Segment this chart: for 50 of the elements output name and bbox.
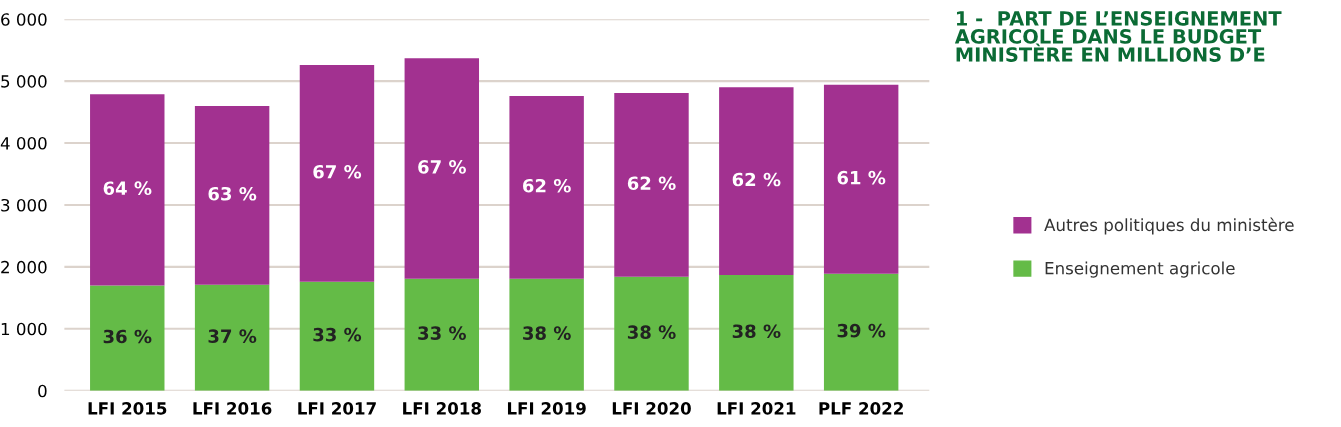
annotation: 62 % bbox=[732, 172, 781, 187]
x-tick-label: LFI 2017 bbox=[298, 402, 376, 415]
bar bbox=[509, 95, 584, 279]
bar bbox=[90, 94, 165, 286]
bar bbox=[299, 65, 375, 282]
bar bbox=[823, 273, 899, 391]
annotation: 38 % bbox=[627, 325, 676, 339]
annotation: 64 % bbox=[103, 181, 152, 196]
y-tick-label: 1 000 bbox=[1, 322, 47, 336]
bar bbox=[614, 92, 689, 277]
bar bbox=[90, 285, 165, 391]
annotation: 38 % bbox=[523, 326, 571, 340]
x-tick-label: LFI 2018 bbox=[403, 402, 481, 415]
bar bbox=[404, 278, 480, 391]
x-tick-label: LFI 2019 bbox=[507, 402, 586, 415]
bar bbox=[614, 276, 689, 391]
bar bbox=[404, 58, 480, 279]
annotation: 38 % bbox=[732, 324, 781, 339]
bar bbox=[194, 284, 270, 391]
x-tick-label: LFI 2015 bbox=[88, 402, 167, 415]
legend-label: Autres politiques du ministère bbox=[1044, 217, 1294, 235]
annotation: 67 % bbox=[418, 160, 466, 174]
bar bbox=[509, 278, 584, 391]
annotation: 61 % bbox=[837, 170, 886, 185]
annotation: 62 % bbox=[523, 178, 571, 193]
annotation: 39 % bbox=[837, 323, 886, 338]
x-tick-label: PLF 2022 bbox=[819, 402, 903, 415]
bar bbox=[719, 274, 794, 391]
x-tick-label: LFI 2020 bbox=[612, 402, 691, 415]
y-tick-label: 6 000 bbox=[1, 13, 47, 26]
y-tick-label: 0 bbox=[38, 384, 47, 398]
annotation: 63 % bbox=[208, 186, 257, 201]
annotation: 36 % bbox=[103, 329, 152, 344]
annotation: 62 % bbox=[627, 176, 676, 191]
y-tick-label: 3 000 bbox=[1, 198, 47, 212]
legend-label: Enseignement agricole bbox=[1045, 261, 1235, 278]
bar bbox=[719, 87, 794, 275]
x-tick-label: LFI 2016 bbox=[193, 402, 272, 415]
y-tick-label: 5 000 bbox=[1, 75, 47, 88]
annotation: 33 % bbox=[418, 326, 466, 340]
y-tick-label: 2 000 bbox=[1, 260, 47, 274]
bar bbox=[194, 105, 270, 285]
bar bbox=[823, 84, 899, 274]
bar bbox=[299, 281, 375, 391]
y-tick-label: 4 000 bbox=[0, 137, 47, 150]
annotation: 67 % bbox=[313, 164, 362, 179]
text: 1 - PART DE L’ENSEIGNEMENT AGRICOLE DANS LE BUDGET MINISTÈRE EN MILLIONS D’E bbox=[954, 11, 1282, 62]
annotation: 33 % bbox=[313, 327, 362, 342]
annotation: 37 % bbox=[208, 329, 257, 344]
x-tick-label: LFI 2021 bbox=[717, 402, 796, 415]
